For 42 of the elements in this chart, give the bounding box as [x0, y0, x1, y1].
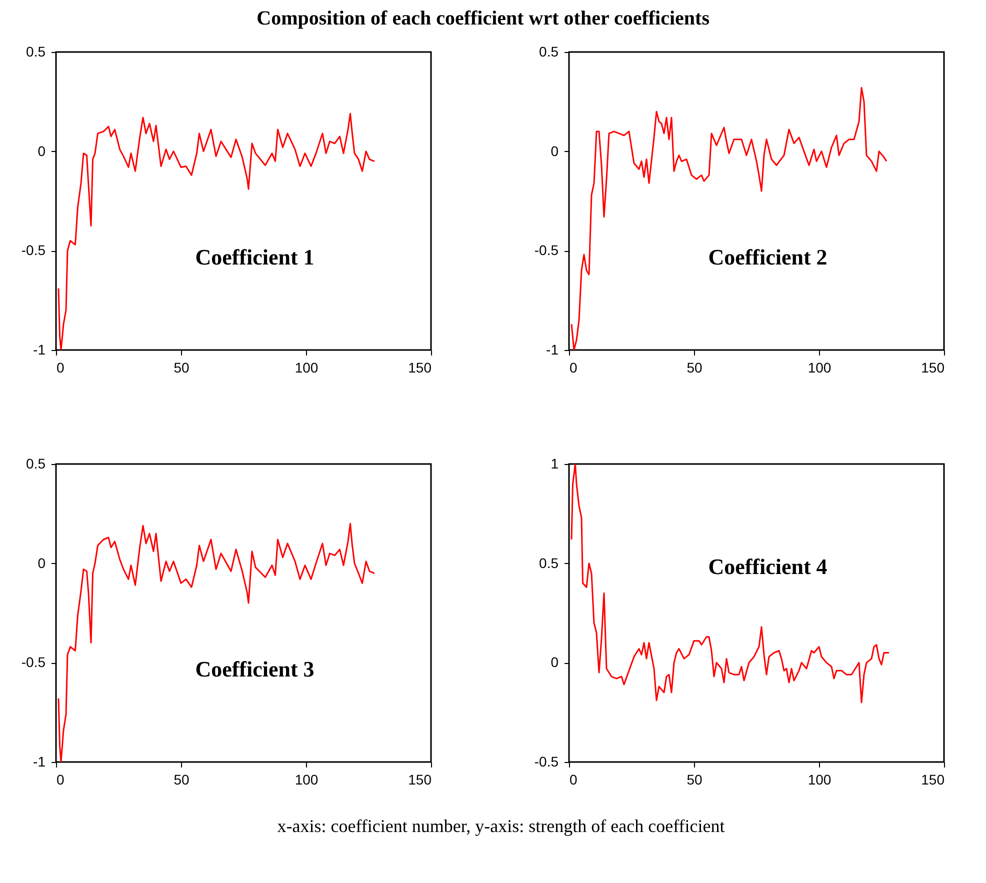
x-tick-label: 50 — [174, 772, 190, 788]
y-tick-label: -0.5 — [534, 242, 559, 258]
line-series — [58, 522, 376, 762]
x-tick-label: 150 — [408, 360, 432, 376]
y-tick-label: 0 — [38, 142, 46, 159]
y-tick-label: -1 — [33, 754, 46, 770]
x-tick-label: 0 — [56, 772, 64, 788]
y-tick-label: -0.5 — [534, 754, 559, 770]
y-tick-label: -1 — [546, 342, 559, 358]
x-tick-label: 50 — [174, 360, 190, 376]
x-tick-label: 0 — [570, 772, 578, 788]
y-tick-label: 0.5 — [539, 554, 559, 571]
annotation: Coefficient 2 — [708, 244, 828, 270]
x-tick-label: 150 — [408, 772, 432, 788]
y-tick-label: 0 — [38, 554, 46, 571]
y-tick-label: -1 — [33, 342, 46, 358]
y-tick-label: 0 — [550, 142, 559, 159]
annotation: Coefficient 1 — [195, 244, 314, 270]
text: x-axis: coefficient number, y-axis: strength of each coefficient — [277, 816, 725, 836]
x-tick-label: 150 — [921, 360, 945, 376]
y-tick-label: 0.5 — [26, 456, 46, 472]
y-tick-label: 1 — [550, 456, 559, 472]
y-tick-label: 0 — [550, 654, 559, 670]
x-tick-label: 0 — [56, 360, 64, 376]
y-tick-label: -0.5 — [21, 654, 46, 670]
x-tick-label: 150 — [921, 772, 945, 788]
annotation: Coefficient 3 — [195, 656, 314, 682]
text: Composition of each coefficient wrt other coefficients — [256, 7, 710, 30]
x-tick-label: 100 — [808, 772, 832, 788]
x-tick-label: 0 — [570, 360, 578, 376]
y-tick-label: 0.5 — [539, 44, 559, 60]
line-series — [570, 464, 890, 704]
line-series — [570, 87, 888, 350]
x-tick-label: 100 — [294, 772, 318, 788]
x-tick-label: 100 — [808, 360, 832, 376]
x-tick-label: 50 — [686, 772, 702, 788]
annotation: Coefficient 4 — [708, 554, 828, 579]
x-tick-label: 50 — [686, 360, 702, 376]
x-tick-label: 100 — [294, 360, 318, 376]
line-series — [58, 112, 376, 350]
y-tick-label: 0.5 — [26, 44, 46, 60]
y-tick-label: -0.5 — [21, 242, 46, 258]
